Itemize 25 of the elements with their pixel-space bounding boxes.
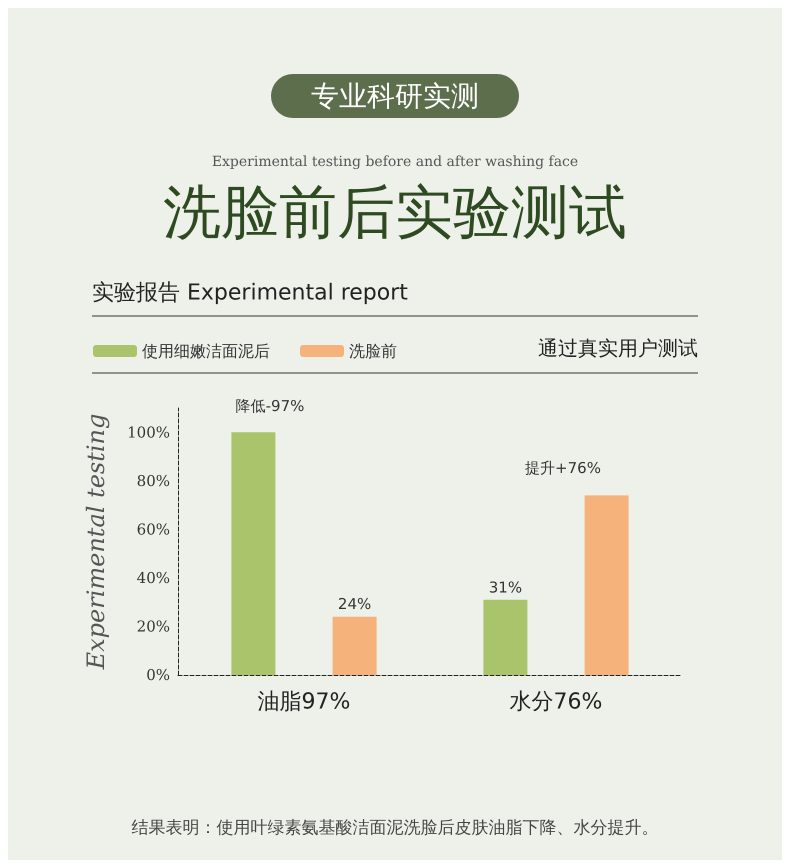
chart-title: 洗脸前后实验测试 (163, 178, 627, 246)
chart-subtitle: Experimental testing before and after washing face (212, 154, 578, 170)
x-tick-label: 水分76% (510, 690, 602, 714)
data-label: 24% (338, 595, 372, 614)
data-label: 31% (488, 578, 522, 596)
y-tick-label: 40% (136, 568, 170, 587)
text: 实验报告 Experimental report (92, 280, 408, 306)
y-tick-label: 80% (136, 472, 170, 490)
y-tick-label: 60% (136, 520, 170, 538)
y-tick-label: 20% (136, 617, 170, 636)
bar (332, 616, 377, 675)
y-tick-label: 100% (127, 423, 170, 442)
text: 结果表明：使用叶绿素氨基酸洁面泥洗脸后皮肤油脂下降、水分提升。 (132, 818, 658, 838)
bar (231, 432, 276, 675)
legend-label: 使用细嫩洁面泥后 (142, 342, 270, 360)
y-tick-label: 0% (146, 666, 170, 684)
bar (483, 600, 528, 675)
text: 专业科研实测 (311, 80, 479, 112)
x-tick-label: 油脂97% (258, 690, 350, 714)
legend-label: 洗脸前 (349, 342, 397, 360)
y-axis-title: Experimental testing (82, 414, 110, 670)
annotation: 降低-97% (236, 397, 304, 415)
bar (584, 495, 629, 675)
annotation: 提升+76% (525, 459, 601, 477)
text: 通过真实用户测试 (538, 336, 698, 360)
